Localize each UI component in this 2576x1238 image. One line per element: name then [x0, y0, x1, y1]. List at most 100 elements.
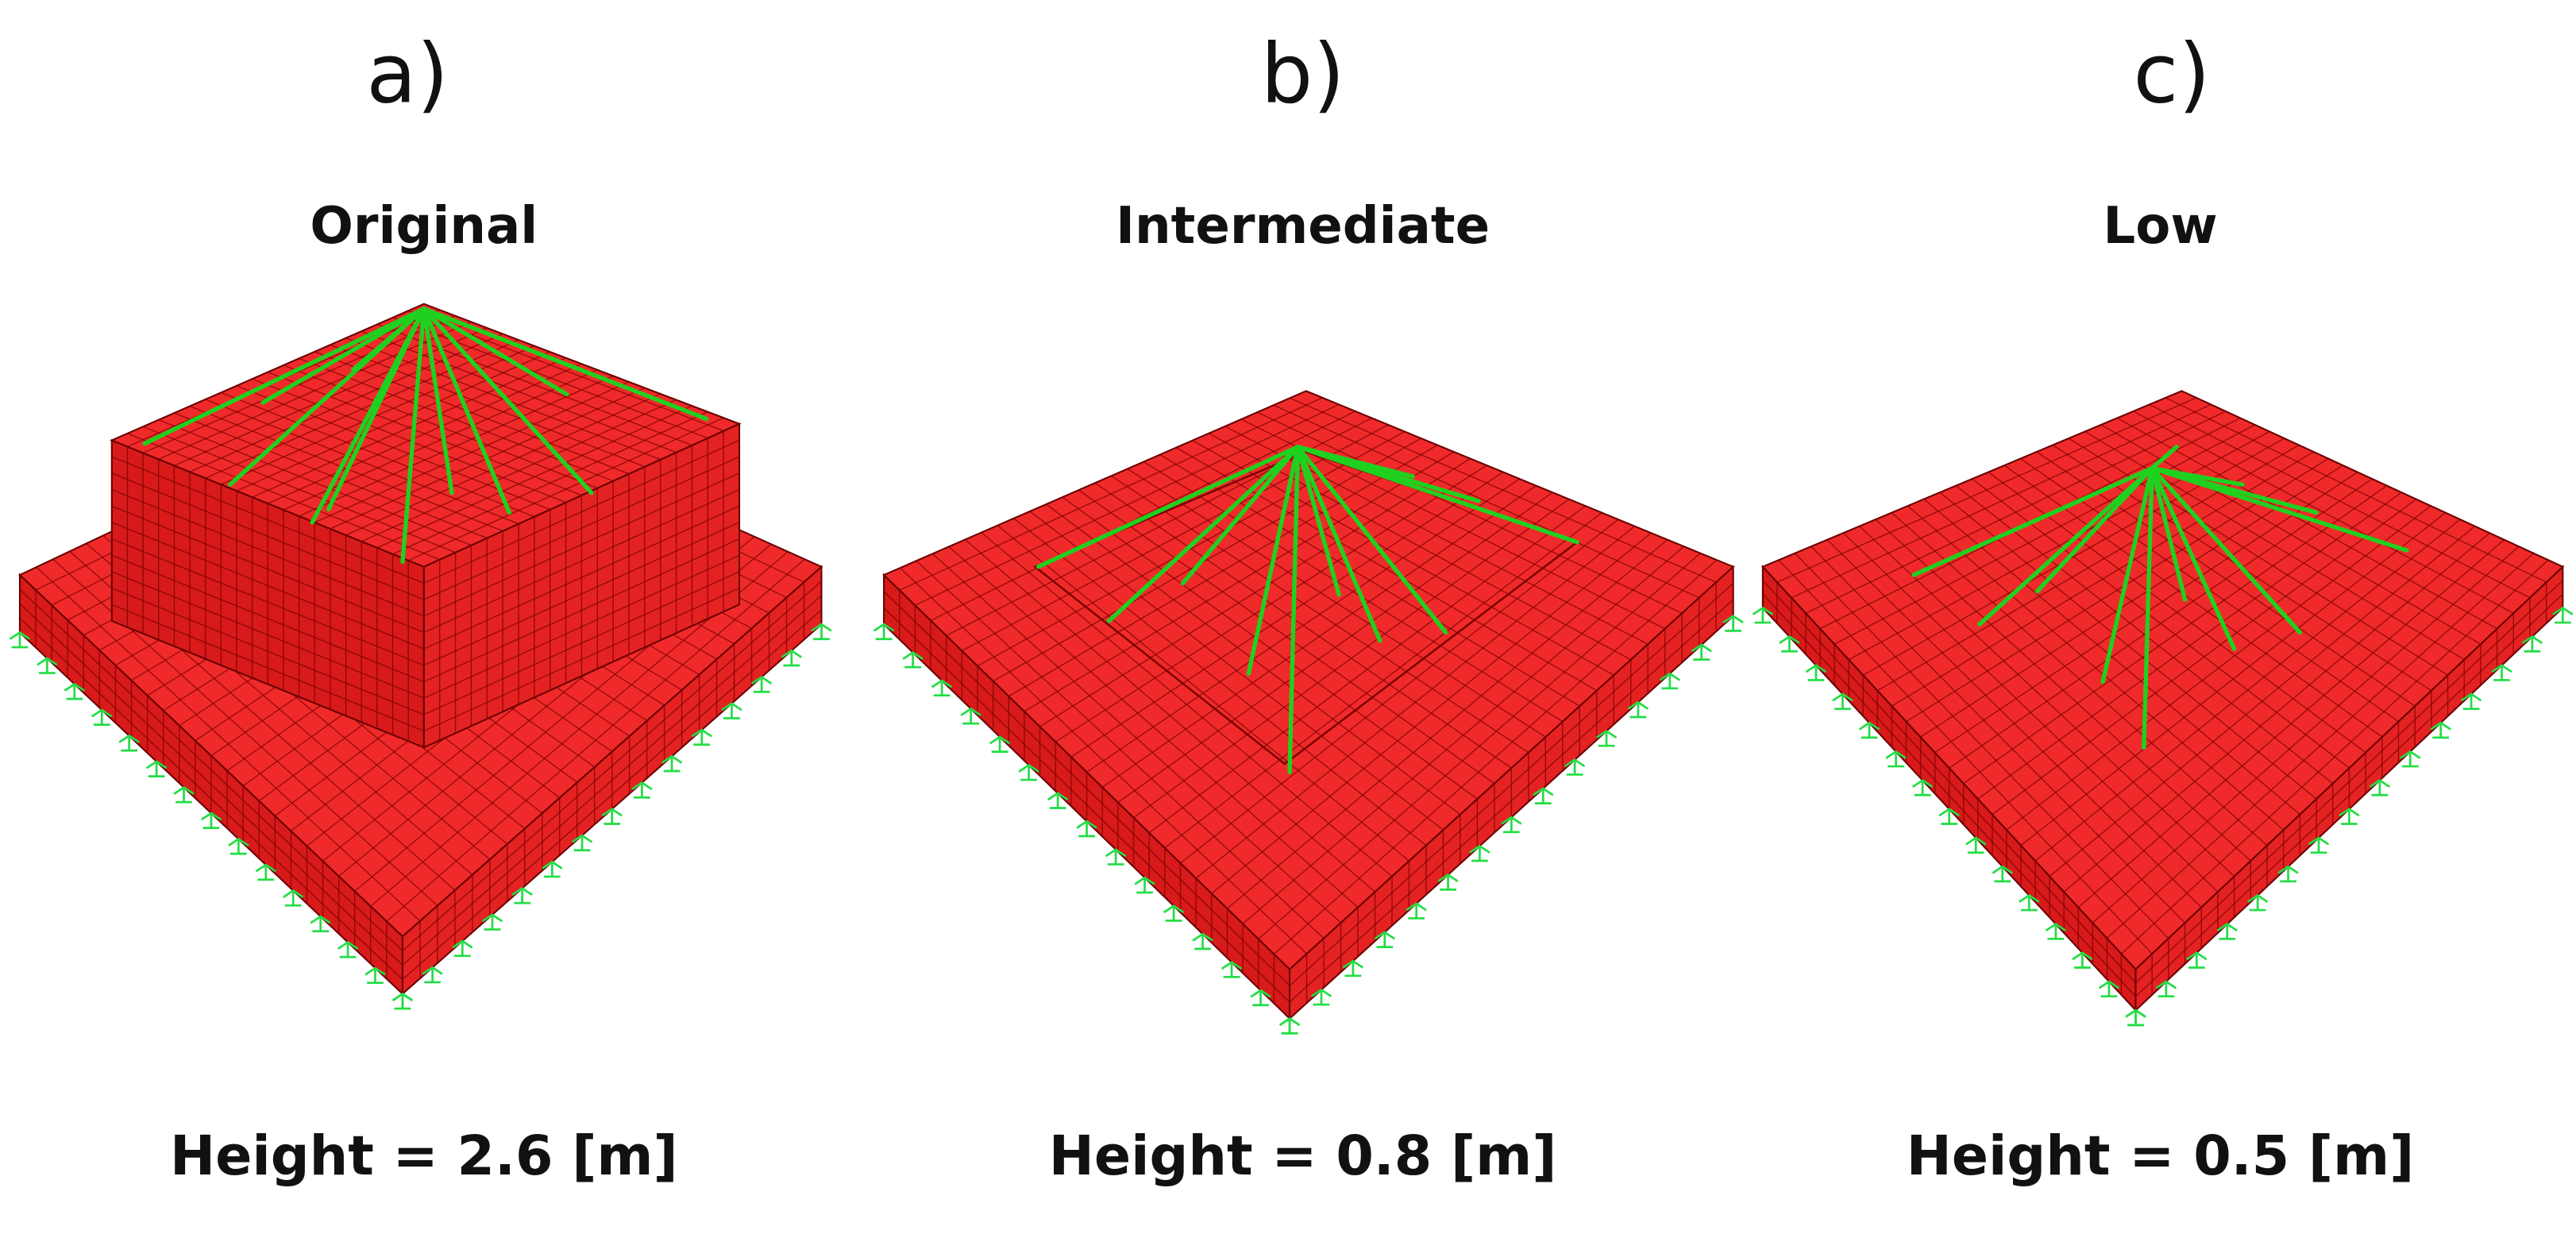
support: [1406, 902, 1427, 920]
support: [1278, 1017, 1301, 1035]
tendon: [2150, 465, 2237, 651]
mesh-line: [1180, 519, 1619, 864]
mesh-line: [19, 588, 403, 951]
mesh-line: [376, 405, 692, 549]
mesh-line: [111, 604, 425, 732]
models: [9, 303, 2574, 1035]
tendon: [422, 307, 569, 397]
support: [1501, 816, 1522, 834]
support: [1691, 643, 1712, 661]
mesh-line: [1039, 457, 1471, 727]
tendon: [2150, 445, 2179, 471]
mesh-line: [423, 571, 740, 715]
mesh-line: [252, 357, 566, 498]
support: [2155, 980, 2177, 998]
support: [2045, 923, 2067, 940]
mesh-line: [1963, 484, 2388, 785]
support: [1722, 615, 1744, 632]
mesh-line: [1258, 553, 1701, 939]
mesh-line: [2020, 512, 2447, 847]
support: [1192, 932, 1213, 951]
support: [118, 734, 140, 752]
mesh-line: [899, 397, 1323, 591]
mesh-line: [423, 554, 740, 699]
mesh-line: [407, 417, 724, 561]
support: [2552, 606, 2574, 624]
tendon: [351, 307, 426, 372]
mesh-line: [423, 439, 740, 584]
panel-caption: Height = 2.6 [m]: [170, 1125, 678, 1188]
mesh-line: [205, 339, 519, 479]
tendon: [1295, 445, 1415, 479]
support: [2491, 664, 2512, 681]
mesh-line: [221, 345, 535, 485]
mesh-line: [1148, 505, 1586, 834]
support: [1221, 961, 1243, 978]
tendon: [2150, 465, 2319, 515]
mesh-line: [2006, 505, 2431, 831]
mesh-line: [2134, 580, 2563, 984]
support: [1832, 692, 1853, 711]
mesh-line: [2077, 539, 2505, 908]
support: [1938, 808, 1960, 825]
mesh-line: [189, 333, 503, 472]
support: [1374, 931, 1395, 948]
support: [1992, 865, 2013, 883]
mesh-line: [1117, 492, 1553, 804]
support: [989, 735, 1011, 753]
support: [1469, 844, 1490, 862]
mesh-line: [1008, 444, 1438, 697]
mesh-line: [1848, 430, 2270, 661]
support: [2400, 750, 2421, 768]
mesh-line: [111, 554, 425, 683]
mesh-line: [423, 522, 740, 666]
support: [1076, 820, 1097, 838]
mesh-line: [236, 351, 551, 492]
support: [481, 913, 503, 931]
support: [1885, 750, 1907, 768]
mesh-line: [1776, 397, 2197, 583]
mesh-line: [423, 456, 740, 600]
support: [1342, 959, 1364, 978]
support: [145, 760, 168, 777]
mesh-line: [111, 522, 425, 650]
top-face: [882, 390, 1735, 970]
support: [1752, 606, 1774, 624]
tendon: [1106, 445, 1301, 623]
mesh-line: [2034, 519, 2461, 862]
mesh-line: [1805, 411, 2227, 614]
mesh-line: [423, 505, 740, 650]
tendon: [400, 307, 426, 565]
support: [91, 708, 113, 726]
support: [542, 860, 563, 878]
panel-label: c): [2133, 26, 2210, 121]
panel-label: b): [1261, 26, 1345, 121]
support: [1163, 904, 1185, 922]
support: [601, 808, 623, 825]
support: [2019, 893, 2040, 912]
mesh-line: [1101, 484, 1537, 788]
mesh-line: [19, 603, 403, 966]
tendon: [2150, 465, 2303, 635]
support: [391, 992, 414, 1010]
support: [1437, 873, 1459, 891]
mesh-line: [1133, 498, 1570, 819]
support: [2308, 836, 2330, 854]
support: [2369, 779, 2390, 796]
mesh-line: [1762, 580, 2136, 984]
support: [1805, 664, 1827, 681]
mesh-line: [1086, 478, 1521, 773]
support: [1627, 700, 1649, 719]
tendon: [1035, 445, 1301, 569]
support: [64, 682, 85, 700]
support: [2460, 692, 2482, 711]
support: [1659, 672, 1680, 690]
tendon: [1911, 465, 2154, 577]
tendon: [422, 307, 709, 422]
mesh-line: [2134, 593, 2563, 997]
mesh-line: [1977, 492, 2402, 800]
mesh-line: [2120, 559, 2549, 955]
mesh-line: [423, 587, 740, 732]
support: [37, 657, 58, 674]
